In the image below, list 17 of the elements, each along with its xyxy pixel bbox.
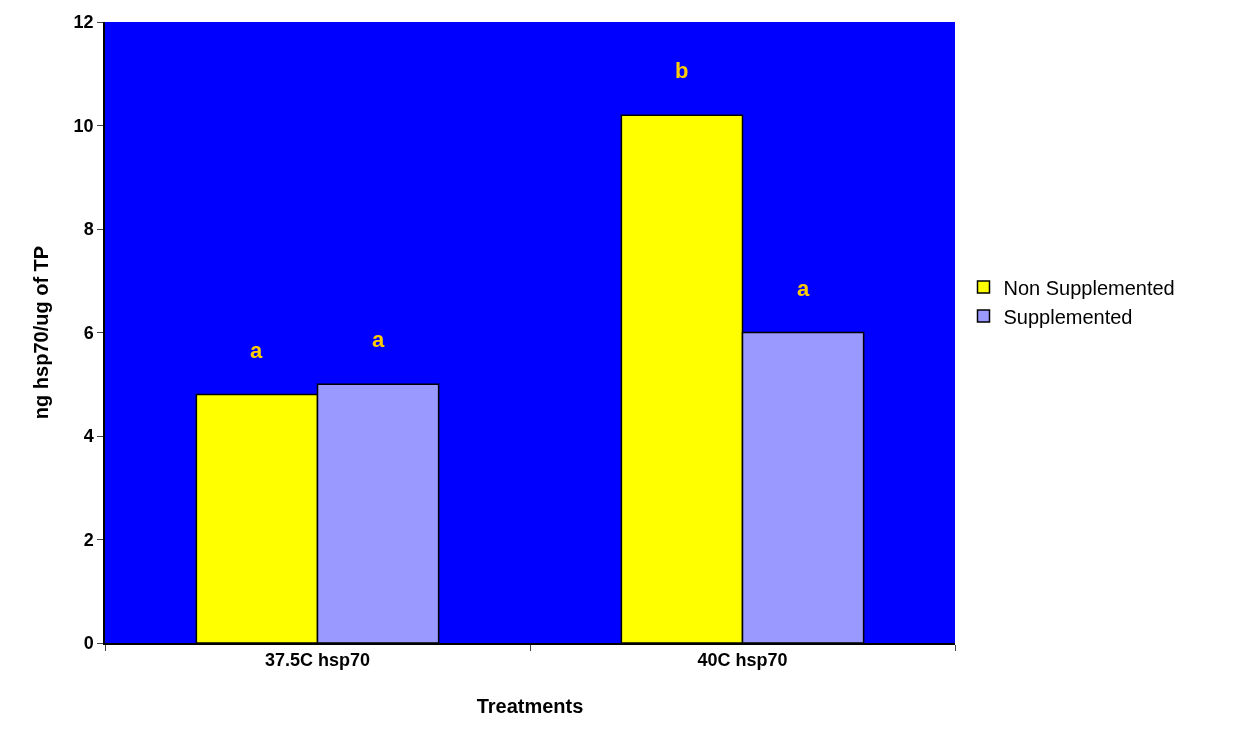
annotation: a [797,276,810,301]
y-tick-label: 2 [83,529,94,550]
y-tick-label: 6 [83,322,94,343]
y-tick-label: 0 [83,633,94,654]
y-tick-label: 12 [73,12,94,33]
annotation: b [675,58,689,83]
legend-label: Non Supplemented [1003,276,1175,299]
y-axis-title: ng hsp70/ug of TP [29,245,52,420]
x-axis-title: Treatments [476,695,584,718]
x-tick-label: 40C hsp70 [697,650,788,671]
y-tick-label: 10 [73,115,94,136]
annotation: a [372,327,385,352]
y-tick-label: 8 [83,219,94,240]
y-tick-label: 4 [83,426,94,447]
legend-label: Supplemented [1003,305,1133,328]
x-tick-label: 37.5C hsp70 [264,650,371,671]
annotation: a [250,338,263,363]
